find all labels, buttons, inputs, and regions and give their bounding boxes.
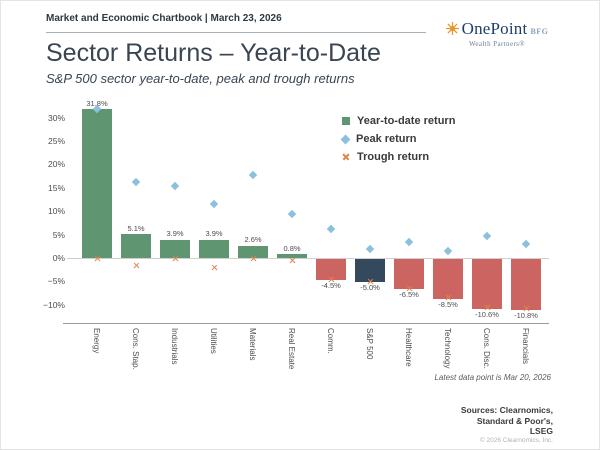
- trough-marker: [94, 255, 101, 263]
- peak-marker: [170, 181, 180, 191]
- category-label: Technology: [443, 328, 452, 369]
- ytd-bar: [472, 259, 502, 309]
- zero-gridline: [67, 258, 549, 259]
- chart-legend: Year-to-date return Peak return Trough r…: [340, 112, 455, 166]
- trough-marker: [328, 276, 335, 283]
- legend-label: Peak return: [356, 133, 417, 145]
- peak-marker: [443, 246, 453, 255]
- value-label: -10.8%: [514, 310, 538, 320]
- peak-marker: [404, 237, 414, 247]
- ytd-bar: [316, 259, 346, 281]
- trough-marker: [172, 255, 179, 263]
- peak-diamond-icon: [340, 134, 351, 144]
- y-tick-label: 5%: [52, 229, 65, 240]
- breadcrumb: Market and Economic Chartbook | March 23…: [46, 13, 282, 24]
- category-label: S&P 500: [365, 328, 374, 360]
- trough-marker: [133, 262, 140, 269]
- category-label: Cons. Disc.: [482, 328, 491, 369]
- ytd-square-icon: [342, 117, 350, 125]
- sun-icon: [445, 22, 459, 40]
- peak-marker: [287, 209, 297, 218]
- trough-marker: [367, 278, 374, 286]
- ytd-bar: [121, 234, 151, 258]
- header-divider: [46, 32, 426, 33]
- ytd-bar: [355, 259, 385, 283]
- category-label: Cons. Stap.: [131, 328, 140, 370]
- trough-marker: [484, 304, 491, 311]
- category-label: Energy: [92, 328, 101, 354]
- value-label: -6.5%: [399, 290, 419, 300]
- trough-marker: [289, 257, 296, 264]
- trough-marker: [211, 264, 218, 271]
- trough-marker: [250, 255, 257, 263]
- ytd-bar: [394, 259, 424, 290]
- ytd-bar: [199, 239, 229, 258]
- y-tick-label: 0%: [52, 253, 65, 263]
- y-tick-label: 10%: [47, 206, 65, 217]
- trough-marker: [445, 294, 452, 301]
- value-label: -10.6%: [475, 309, 499, 319]
- legend-item-ytd: Year-to-date return: [342, 112, 455, 130]
- y-tick-label: −10%: [43, 299, 65, 310]
- category-label: Real Estate: [287, 328, 296, 370]
- logo-tagline: Wealth Partners®: [468, 40, 526, 48]
- peak-marker: [209, 199, 219, 209]
- value-label: 5.1%: [127, 223, 145, 233]
- trough-marker: [523, 305, 530, 312]
- copyright-text: © 2026 Clearnomics, Inc.: [479, 436, 553, 444]
- value-label: 3.9%: [205, 229, 223, 239]
- latest-data-footnote: Latest data point is Mar 20, 2026: [434, 373, 551, 382]
- trough-x-icon: [342, 153, 350, 161]
- value-label: -8.5%: [438, 299, 458, 309]
- ytd-bar: [433, 259, 463, 299]
- page-title: Sector Returns – Year-to-Date: [46, 39, 381, 67]
- value-label: 0.8%: [283, 243, 301, 253]
- value-label: 31.8%: [86, 98, 108, 108]
- value-label: -5.0%: [360, 283, 380, 293]
- category-label: Comm.: [326, 328, 335, 354]
- ytd-bar: [82, 109, 112, 258]
- y-tick-label: −5%: [47, 276, 65, 287]
- page-subtitle: S&P 500 sector year-to-date, peak and tr…: [46, 71, 355, 86]
- category-label: Industrials: [170, 328, 179, 365]
- legend-item-peak: Peak return: [340, 130, 455, 148]
- source-line: Standard & Poor's,: [476, 415, 553, 426]
- legend-label: Year-to-date return: [357, 115, 456, 127]
- category-label: Financials: [521, 328, 530, 365]
- y-tick-label: 30%: [47, 112, 65, 123]
- logo-suffix-text: BFG: [530, 27, 549, 36]
- ytd-bar: [511, 259, 541, 310]
- value-label: 3.9%: [166, 229, 184, 239]
- source-line: Sources: Clearnomics,: [460, 405, 553, 415]
- logo-brand-text: OnePoint: [461, 19, 528, 38]
- x-axis-line: [63, 323, 549, 324]
- ytd-bar: [277, 254, 307, 258]
- ytd-bar: [160, 239, 190, 258]
- sector-returns-bar-chart: 30% 25% 20% 15% 10% 5% 0% −5% −10% 31.8% Energy 5.1…: [1, 96, 599, 396]
- peak-marker: [326, 224, 336, 233]
- legend-item-trough: Trough return: [342, 148, 455, 166]
- sources-block: Sources: Clearnomics, Standard & Poor's,…: [461, 405, 553, 445]
- value-label: -4.5%: [321, 281, 341, 291]
- legend-label: Trough return: [357, 151, 430, 163]
- value-label: 2.6%: [244, 235, 262, 245]
- peak-marker: [482, 231, 492, 240]
- peak-marker: [131, 177, 141, 187]
- trough-marker: [406, 285, 413, 292]
- y-tick-label: 20%: [47, 159, 65, 170]
- peak-marker: [521, 240, 531, 249]
- y-tick-label: 15%: [47, 182, 65, 193]
- y-tick-label: 25%: [47, 136, 65, 146]
- company-logo: OnePoint BFG Wealth Partners®: [431, 19, 563, 48]
- category-label: Materials: [248, 328, 257, 361]
- peak-marker: [365, 244, 375, 253]
- peak-marker: [248, 170, 258, 180]
- category-label: Utilities: [209, 328, 218, 354]
- category-label: Healthcare: [404, 328, 413, 367]
- ytd-bar: [238, 245, 268, 258]
- source-line: LSEG: [529, 426, 553, 436]
